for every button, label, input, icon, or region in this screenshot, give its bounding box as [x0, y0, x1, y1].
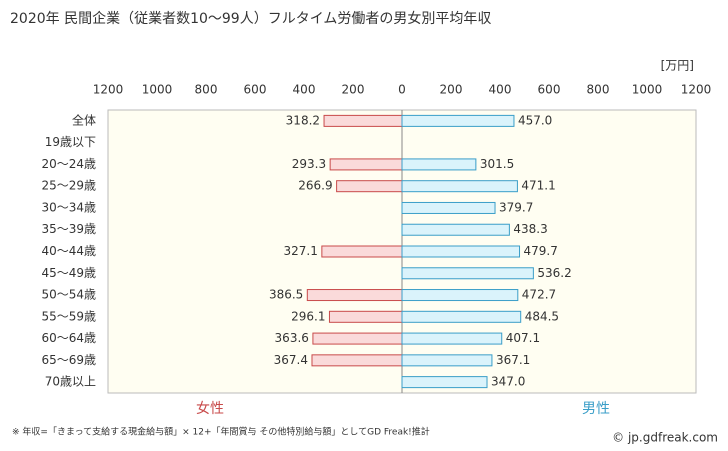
bar [401, 376, 488, 389]
value-label: 471.1 [521, 179, 555, 193]
bar [401, 332, 503, 345]
value-label: 296.1 [291, 309, 325, 323]
x-tick-label: 800 [195, 83, 218, 97]
value-label: 386.5 [269, 288, 303, 302]
unit-label: [万円] [661, 59, 694, 73]
bar [401, 158, 477, 171]
value-label: 457.0 [518, 113, 552, 127]
x-tick-label: 200 [342, 83, 365, 97]
x-tick-label: 200 [440, 83, 463, 97]
x-tick-label: 600 [538, 83, 561, 97]
x-tick-label: 400 [489, 83, 512, 97]
bar [401, 114, 515, 127]
value-label: 484.5 [525, 309, 559, 323]
bar [401, 245, 521, 258]
category-label: 全体 [72, 112, 96, 127]
category-label: 25〜29歳 [41, 179, 96, 193]
x-tick-label: 1200 [93, 83, 124, 97]
bar [401, 223, 510, 236]
bar [401, 267, 534, 280]
bar [328, 310, 403, 323]
bar [401, 201, 496, 214]
bar [401, 310, 522, 323]
bar [336, 180, 403, 193]
category-label: 45〜49歳 [41, 266, 96, 280]
value-label: 301.5 [480, 157, 514, 171]
category-label: 70歳以上 [45, 375, 96, 389]
category-label: 20〜24歳 [41, 157, 96, 171]
x-tick-label: 400 [293, 83, 316, 97]
bar [306, 289, 403, 302]
value-label: 266.9 [298, 179, 332, 193]
bar [312, 332, 403, 345]
x-tick-label: 800 [587, 83, 610, 97]
value-label: 479.7 [524, 244, 558, 258]
bar [311, 354, 403, 367]
value-label: 347.0 [491, 375, 525, 389]
category-label: 30〜34歳 [41, 200, 96, 214]
value-label: 367.1 [496, 353, 530, 367]
category-label: 35〜39歳 [41, 222, 96, 236]
chart-title: 2020年 民間企業（従業者数10〜99人）フルタイム労働者の男女別平均年収 [10, 10, 491, 27]
category-label: 50〜54歳 [41, 288, 96, 302]
value-label: 472.7 [522, 288, 556, 302]
footnote: ※ 年収=「きまって支給する現金給与額」× 12+「年間賞与 その他特別給与額」… [12, 426, 430, 438]
category-label: 40〜44歳 [41, 244, 96, 258]
bar [321, 245, 403, 258]
bar [329, 158, 403, 171]
source: © jp.gdfreak.com [612, 431, 718, 445]
value-label: 327.1 [284, 244, 318, 258]
category-label: 60〜64歳 [41, 331, 96, 345]
value-label: 318.2 [286, 113, 320, 127]
legend-label: 男性 [582, 401, 610, 417]
x-tick-label: 0 [398, 83, 406, 97]
value-label: 293.3 [292, 157, 326, 171]
x-tick-label: 1000 [632, 83, 663, 97]
value-label: 536.2 [537, 266, 571, 280]
bar [401, 289, 519, 302]
value-label: 367.4 [274, 353, 308, 367]
legend-label: 女性 [196, 400, 224, 417]
x-tick-label: 600 [244, 83, 267, 97]
value-label: 438.3 [513, 222, 547, 236]
x-tick-label: 1200 [681, 83, 712, 97]
category-label: 19歳以下 [45, 135, 96, 149]
value-label: 363.6 [275, 331, 309, 345]
bar [401, 180, 518, 193]
x-tick-label: 1000 [142, 83, 173, 97]
category-label: 55〜59歳 [41, 309, 96, 323]
value-label: 379.7 [499, 200, 533, 214]
value-label: 407.1 [506, 331, 540, 345]
category-label: 65〜69歳 [41, 353, 96, 367]
bar [401, 354, 493, 367]
bar [323, 114, 403, 127]
